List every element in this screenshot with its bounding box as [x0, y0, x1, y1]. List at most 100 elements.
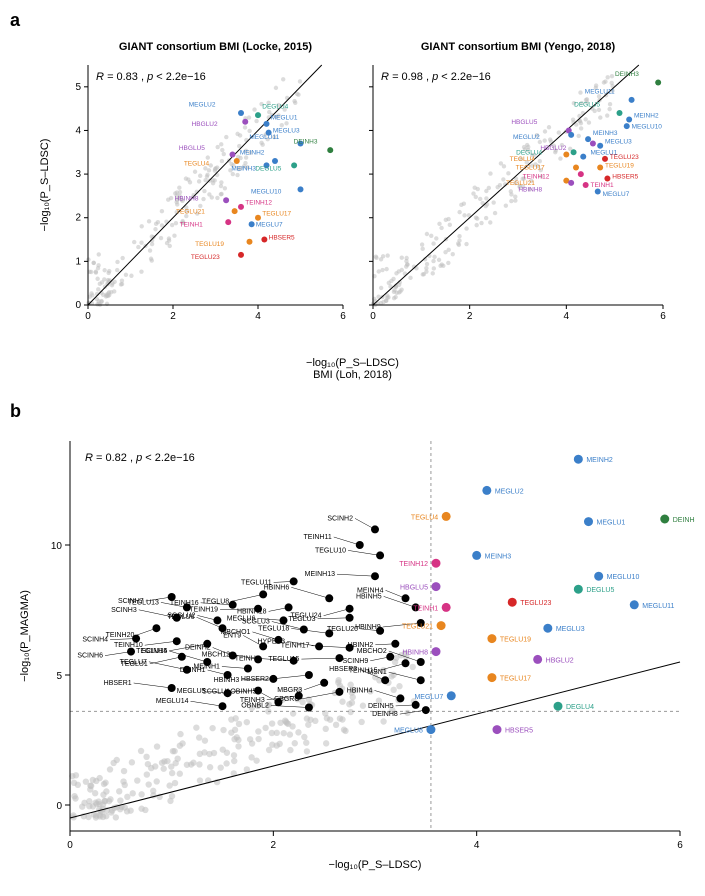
svg-text:MEGLU11: MEGLU11: [249, 134, 279, 141]
svg-text:−log₁₀(P_S–LDSC): −log₁₀(P_S–LDSC): [39, 139, 51, 232]
svg-text:HBGLU2: HBGLU2: [540, 145, 566, 152]
svg-text:TEGLU17: TEGLU17: [515, 165, 544, 172]
svg-text:R = 0.83 , p < 2.2e−16: R = 0.83 , p < 2.2e−16: [96, 71, 206, 83]
svg-text:6: 6: [660, 311, 666, 322]
svg-text:MEGLU10: MEGLU10: [631, 123, 662, 130]
svg-text:−log₁₀(P_S–LDSC): −log₁₀(P_S–LDSC): [329, 859, 422, 871]
svg-text:10: 10: [51, 541, 63, 552]
svg-text:HBINH6: HBINH6: [264, 584, 290, 591]
svg-text:MBCH12: MBCH12: [202, 651, 231, 658]
svg-text:TEGLU19: TEGLU19: [195, 241, 224, 248]
svg-text:0: 0: [56, 801, 62, 812]
scatter-b: R = 0.82 , p < 2.2e−16SCINH2TEINH11TEGLU…: [10, 426, 695, 876]
svg-text:MEGLU2: MEGLU2: [495, 488, 524, 495]
svg-text:MEGLU7: MEGLU7: [255, 221, 282, 228]
svg-text:TEGLU4: TEGLU4: [183, 160, 209, 167]
svg-text:MEGLU1: MEGLU1: [270, 115, 297, 122]
panel-b-label: b: [10, 401, 695, 422]
svg-text:0: 0: [85, 311, 91, 322]
svg-text:HBGLU5: HBGLU5: [178, 145, 204, 152]
svg-text:MEGLU8: MEGLU8: [394, 728, 423, 735]
svg-text:TEGLU4: TEGLU4: [509, 156, 535, 163]
panel-a-label: a: [10, 10, 695, 31]
svg-text:MEGLU14: MEGLU14: [156, 698, 189, 705]
svg-text:4: 4: [75, 125, 81, 136]
svg-text:MEINH3: MEINH3: [485, 553, 512, 560]
svg-text:TEGLU6: TEGLU6: [167, 614, 194, 621]
svg-text:MEGLU10: MEGLU10: [251, 189, 282, 196]
svg-text:2: 2: [271, 840, 277, 851]
svg-text:MEGLU11: MEGLU11: [584, 88, 614, 95]
svg-text:TEGLU15: TEGLU15: [268, 656, 299, 663]
svg-text:DEGLU4: DEGLU4: [566, 704, 594, 711]
svg-text:HBINH9: HBINH9: [355, 624, 381, 631]
svg-text:HBSER1: HBSER1: [104, 680, 132, 687]
svg-text:DEINH5: DEINH5: [368, 703, 394, 710]
svg-text:MEINH2: MEINH2: [586, 457, 613, 464]
svg-text:TEINH1: TEINH1: [179, 221, 203, 228]
svg-text:MEGLU1: MEGLU1: [597, 520, 626, 527]
svg-text:MBCHO1: MBCHO1: [220, 629, 250, 636]
svg-text:MEGLU3: MEGLU3: [556, 626, 585, 633]
svg-text:DEINH3: DEINH3: [293, 139, 317, 146]
svg-text:TEGLU4: TEGLU4: [411, 514, 438, 521]
svg-text:3: 3: [75, 169, 81, 180]
svg-text:HBINH8: HBINH8: [518, 187, 542, 194]
panel-a-container: GIANT consortium BMI (Locke, 2015) R = 0.…: [10, 35, 695, 345]
svg-text:MEGLU7: MEGLU7: [414, 694, 443, 701]
svg-text:HBSER5: HBSER5: [505, 728, 533, 735]
svg-text:4: 4: [563, 311, 569, 322]
svg-text:0: 0: [67, 840, 73, 851]
svg-text:MEINH1: MEINH1: [193, 664, 220, 671]
svg-text:HBINH8: HBINH8: [402, 650, 428, 657]
svg-text:TEINH17: TEINH17: [281, 643, 310, 650]
svg-text:2: 2: [170, 311, 176, 322]
svg-text:MEINH2: MEINH2: [634, 112, 659, 119]
svg-text:DEGLU5: DEGLU5: [574, 101, 600, 108]
svg-text:HBINH8: HBINH8: [174, 195, 198, 202]
svg-text:MBCHO2: MBCHO2: [357, 648, 387, 655]
svg-text:1: 1: [75, 256, 81, 267]
svg-text:MEGLU11: MEGLU11: [642, 603, 674, 610]
svg-text:5: 5: [56, 671, 62, 682]
svg-text:TEGLU18: TEGLU18: [258, 625, 289, 632]
svg-text:TEGLU14: TEGLU14: [136, 648, 167, 655]
svg-text:DEINH8: DEINH8: [372, 711, 398, 718]
svg-text:R = 0.82 , p < 2.2e−16: R = 0.82 , p < 2.2e−16: [85, 452, 195, 464]
panel-a-shared-xlabel: −log₁₀(P_S–LDSC) BMI (Loh, 2018): [10, 357, 695, 381]
scatter-a-right: GIANT consortium BMI (Yengo, 2018)R = 0.…: [353, 35, 673, 345]
svg-text:HBGLU2: HBGLU2: [546, 657, 574, 664]
svg-text:HBGLU5: HBGLU5: [511, 119, 537, 126]
scatter-a-left: GIANT consortium BMI (Locke, 2015) R = 0.…: [33, 35, 353, 345]
svg-text:HBINH3: HBINH3: [214, 677, 240, 684]
svg-text:MEINH2: MEINH2: [239, 149, 264, 156]
svg-text:HBSER5: HBSER5: [268, 235, 294, 242]
svg-text:GIANT consortium BMI (Locke, 2: GIANT consortium BMI (Locke, 2015): [118, 41, 311, 53]
svg-text:HBGLU5: HBGLU5: [400, 585, 428, 592]
svg-text:OBINH5: OBINH5: [230, 688, 256, 695]
svg-text:OBNBL2: OBNBL2: [241, 703, 269, 710]
svg-text:0: 0: [370, 311, 376, 322]
svg-text:SCINH4: SCINH4: [82, 637, 108, 644]
svg-text:TEGLU17: TEGLU17: [262, 211, 291, 218]
svg-text:5: 5: [75, 82, 81, 93]
svg-text:6: 6: [340, 311, 346, 322]
svg-text:TEGLU10: TEGLU10: [315, 547, 346, 554]
svg-text:SCINH6: SCINH6: [77, 653, 103, 660]
svg-text:MSN1: MSN1: [367, 669, 387, 676]
svg-text:TEGLU7: TEGLU7: [120, 659, 147, 666]
svg-text:HBGLU2: HBGLU2: [191, 121, 217, 128]
svg-text:R = 0.98 , p < 2.2e−16: R = 0.98 , p < 2.2e−16: [381, 71, 491, 83]
svg-text:DEINH3: DEINH3: [614, 71, 638, 78]
svg-text:MEGLU2: MEGLU2: [513, 134, 540, 141]
svg-text:MEGLU10: MEGLU10: [607, 574, 640, 581]
svg-text:TEGLU23: TEGLU23: [190, 254, 219, 261]
svg-text:HBINH4: HBINH4: [347, 687, 373, 694]
svg-text:4: 4: [255, 311, 261, 322]
svg-text:HBINH18: HBINH18: [237, 608, 267, 615]
svg-text:DEGLU4: DEGLU4: [262, 104, 288, 111]
svg-text:HBSER2: HBSER2: [241, 676, 269, 683]
svg-text:MBGR3: MBGR3: [277, 687, 302, 694]
svg-text:TEGLU21: TEGLU21: [175, 208, 204, 215]
svg-text:DEINH3: DEINH3: [673, 517, 695, 524]
